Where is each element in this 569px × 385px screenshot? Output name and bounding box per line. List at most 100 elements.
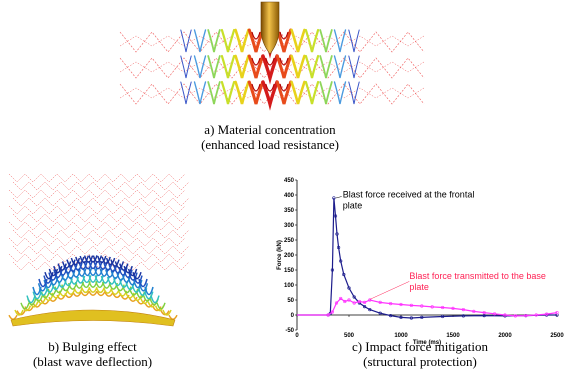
series-point-1 [493, 312, 497, 316]
lattice-cell [333, 55, 347, 79]
series-point-0 [441, 314, 445, 319]
annotation-leader-frontal [335, 196, 342, 199]
annotation-base: Blast force transmitted to the base plate [409, 271, 546, 292]
series-point-1 [352, 301, 356, 305]
lattice-cell [207, 55, 221, 79]
bulge-cell [53, 269, 63, 279]
lattice-cell [275, 28, 293, 53]
series-line-1 [297, 297, 558, 317]
series-point-0 [339, 259, 343, 263]
series-point-1 [461, 308, 465, 312]
lattice-cell [333, 81, 347, 105]
bulge-cell [88, 255, 98, 263]
bulge-cell [8, 314, 18, 320]
series-point-0 [461, 314, 465, 318]
lattice-cell [234, 54, 250, 79]
lattice-cell [275, 80, 293, 105]
lattice-cell [319, 55, 333, 79]
series-point-1 [326, 313, 330, 317]
series-point-0 [330, 268, 335, 272]
lattice-cell [247, 80, 265, 105]
y-tick-label: 100 [284, 283, 295, 289]
caption-b: b) Bulging effect (blast wave deflection… [10, 339, 175, 369]
caption-a-line1: a) Material concentration [204, 122, 336, 137]
series-point-1 [362, 300, 367, 304]
chart-annotations: Blast force received at the frontal plate… [335, 189, 546, 300]
lattice-cell-inner [265, 83, 275, 92]
y-axis-title: Force (kN) [277, 240, 283, 270]
series-point-1 [347, 298, 351, 302]
series-point-1 [451, 306, 455, 310]
lattice-cell [180, 55, 192, 79]
y-tick-label: 50 [287, 298, 294, 304]
bulge-cell [54, 286, 64, 294]
series-point-1 [472, 309, 476, 313]
lattice-cell [180, 81, 192, 105]
bulge-cell [100, 275, 111, 284]
lattice-cell [304, 80, 320, 105]
series-point-1 [545, 312, 549, 316]
chart-series [297, 196, 559, 320]
bulge-cell [93, 267, 104, 277]
bulge-cell [83, 260, 93, 270]
caption-b-line1: b) Bulging effect [48, 339, 137, 354]
series-line-0 [297, 197, 557, 319]
series-point-1 [378, 300, 382, 304]
bulge-cell [66, 259, 76, 267]
x-tick-label: 0 [295, 333, 299, 339]
bulge-cell [156, 302, 166, 310]
bulge-cell [36, 298, 46, 305]
lattice-cell-inner [279, 31, 289, 40]
bulge-cell [61, 261, 72, 269]
y-tick-label: 350 [284, 208, 295, 214]
series-point-0 [336, 245, 341, 250]
bulge-cell [138, 283, 149, 292]
bulge-cell [88, 267, 98, 277]
x-tick-label: 1000 [394, 333, 408, 339]
y-tick-label: 400 [284, 193, 295, 199]
bulge-cell [57, 263, 67, 271]
x-axis-title: Time (ms) [413, 340, 441, 346]
series-point-1 [368, 298, 372, 302]
x-tick-label: 1500 [446, 333, 460, 339]
series-point-1 [503, 313, 507, 317]
lattice-row-faint [12, 213, 190, 223]
lattice-row-faint [8, 205, 186, 215]
bulge-cell [93, 260, 103, 270]
lattice-cell [234, 80, 250, 105]
lattice-cell [290, 80, 306, 105]
bulge-cell [47, 288, 57, 296]
bulge-cell [132, 271, 142, 280]
lattice-cell-inner [279, 57, 289, 66]
panel-bulging-effect [5, 170, 190, 330]
lattice-cell [193, 55, 207, 79]
bulge-cell [127, 268, 138, 277]
lattice-cell [207, 81, 221, 105]
bulge-cell [24, 306, 34, 312]
bulge-cell [131, 284, 142, 293]
bulge-cell [118, 267, 128, 276]
series-point-0 [328, 311, 332, 316]
series-point-1 [330, 310, 335, 314]
lattice-row-faint [12, 197, 190, 207]
lattice-cell [180, 29, 192, 53]
panel-force-chart: -50 0 50 100 150 200 250 300 350 400 450 0 500 1000 15… [275, 170, 565, 346]
series-point-0 [399, 315, 403, 319]
bulge-cell [79, 255, 89, 264]
caption-a: a) Material concentration (enhanced load… [170, 122, 370, 152]
lattice-cell [193, 81, 207, 105]
bulge-cell [140, 298, 150, 305]
bulge-cell [73, 287, 83, 294]
bulge-cell [14, 309, 24, 316]
bulge-cell [123, 269, 133, 279]
bulge-cell [144, 286, 154, 296]
series-point-0 [347, 286, 351, 290]
bulge-cell [105, 257, 116, 266]
annotation-leader-base [369, 281, 410, 300]
lattice-row-faint [12, 229, 190, 239]
lattice-cell [304, 54, 320, 79]
base-plate [10, 309, 176, 327]
bulge-cell [162, 309, 172, 316]
